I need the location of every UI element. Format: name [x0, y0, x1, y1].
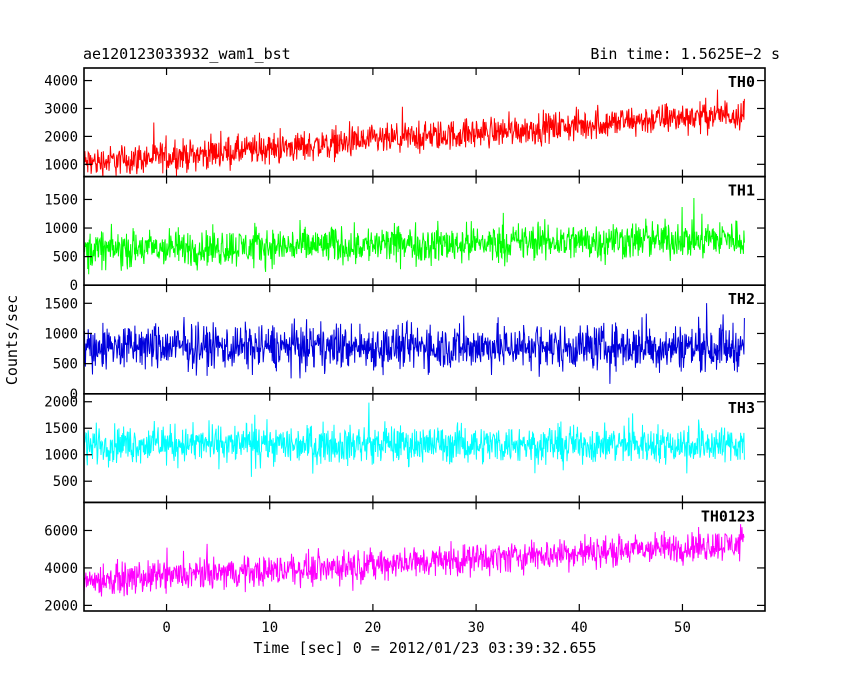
y-tick-label: 1000	[44, 326, 78, 342]
panel-frame	[83, 501, 766, 612]
panel-th0: 1000 2000 3000 4000 TH0	[44, 67, 766, 178]
panel-th0123: 2000 4000 6000 TH0123	[44, 501, 766, 614]
y-axis-label: Counts/sec	[3, 295, 21, 385]
y-tick-label: 4000	[44, 561, 78, 577]
series-line-th3	[84, 402, 745, 477]
y-tick-label: 0	[70, 387, 78, 403]
panel-frame	[83, 284, 766, 395]
x-axis-label: Time [sec] 0 = 2012/01/23 03:39:32.655	[253, 639, 596, 657]
panel-label: TH1	[728, 182, 755, 200]
y-tick-label: 1000	[44, 157, 78, 173]
y-tick-label: 2000	[44, 598, 78, 614]
chart-title-right: Bin time: 1.5625E−2 s	[590, 45, 780, 63]
y-tick-label: 2000	[44, 395, 78, 411]
series-line-th2	[84, 303, 745, 384]
y-tick-label: 2000	[44, 129, 78, 145]
panel-label: TH0123	[701, 507, 755, 525]
x-tick-label: 0	[162, 620, 170, 636]
panel-label: TH0	[728, 73, 755, 91]
series-line-th1	[84, 197, 745, 275]
y-tick-label: 1000	[44, 448, 78, 464]
x-tick-label: 40	[571, 620, 588, 636]
panel-th2: 0 500 1000 1500 TH2	[44, 284, 766, 403]
y-tick-label: 6000	[44, 523, 78, 539]
panel-label: TH3	[728, 399, 755, 417]
y-tick-label: 1500	[44, 192, 78, 208]
y-tick-label: 500	[53, 250, 78, 266]
y-tick-label: 0	[70, 278, 78, 294]
y-tick-label: 500	[53, 474, 78, 490]
chart-title-left: ae120123033932_wam1_bst	[83, 45, 291, 63]
y-tick-label: 1500	[44, 421, 78, 437]
panel-label: TH2	[728, 290, 755, 308]
x-tick-label: 20	[364, 620, 381, 636]
series-line-th0123	[84, 524, 745, 597]
x-tick-label: 50	[674, 620, 691, 636]
panel-th3: 500 1000 1500 2000 TH3	[44, 392, 766, 504]
y-tick-label: 500	[53, 357, 78, 373]
x-tick-label: 10	[261, 620, 278, 636]
y-tick-label: 1500	[44, 296, 78, 312]
y-tick-label: 4000	[44, 74, 78, 90]
x-tick-label: 30	[468, 620, 485, 636]
y-tick-label: 1000	[44, 221, 78, 237]
y-tick-label: 3000	[44, 101, 78, 117]
series-line-th0	[84, 89, 745, 177]
panel-th1: 0 500 1000 1500 TH1	[44, 175, 766, 294]
